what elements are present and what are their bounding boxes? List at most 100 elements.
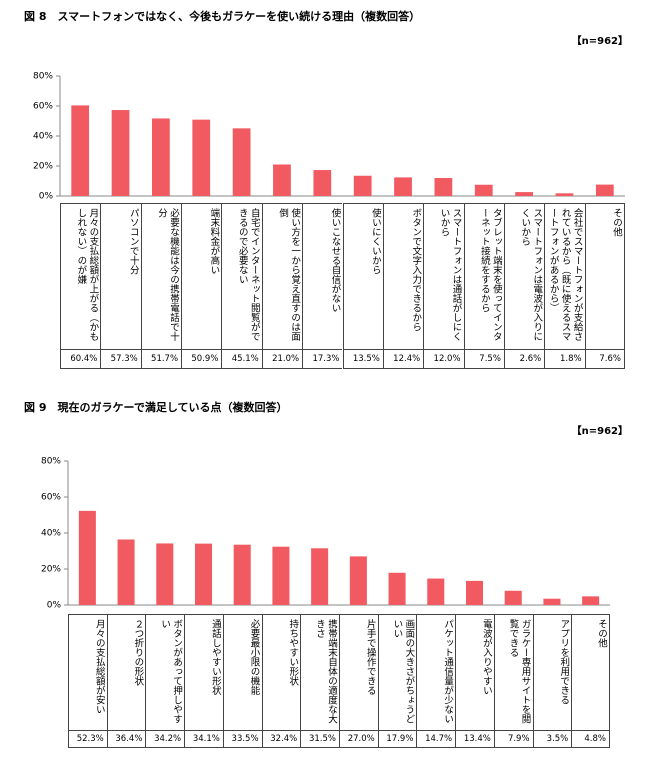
bar [313, 170, 332, 196]
category-label: 持ちやすい形状 [261, 614, 301, 731]
bar [111, 110, 130, 196]
value-label: 17.3% [302, 350, 343, 369]
bar [194, 543, 213, 605]
category-label: パケット通信量が少ない [416, 614, 456, 731]
bar [555, 193, 574, 196]
bar [233, 544, 251, 605]
category-label: 必要な機能は今の携帯電話で十分 [140, 203, 182, 350]
bar [311, 548, 329, 605]
category-label: 必要最小限の機能 [222, 614, 262, 731]
y-tick-label: 0% [39, 192, 54, 202]
value-label: 34.2% [145, 731, 185, 748]
chart-title: 図 9 現在のガラケーで満足している点（複数回答） [24, 401, 288, 414]
y-tick-label: 80% [33, 72, 53, 82]
value-label: 50.9% [181, 350, 222, 369]
bar [152, 118, 170, 196]
bar [78, 510, 96, 605]
value-label: 17.9% [377, 731, 417, 748]
bar [349, 556, 367, 605]
category-label: 使い方を一から覚え直すのは面倒 [261, 203, 303, 350]
value-label: 27.0% [339, 731, 378, 748]
value-label: 52.3% [68, 731, 107, 748]
value-label: 60.4% [60, 350, 101, 369]
y-tick-label: 40% [41, 529, 61, 539]
value-label: 1.8% [544, 350, 585, 369]
bar [434, 178, 453, 196]
category-label: ボタンで文字入力できるから [382, 203, 424, 350]
value-label: 32.4% [261, 731, 301, 748]
category-label: 通話しやすい形状 [184, 614, 223, 731]
value-label: 7.9% [493, 731, 533, 748]
category-label: アプリを利用できる [532, 614, 572, 731]
bar [232, 128, 251, 196]
category-label: 会社でスマートフォンが支給されているから（既に使えるスマートフォンがあるから） [544, 203, 585, 350]
y-tick-label: 40% [33, 132, 53, 142]
value-label: 2.6% [503, 350, 545, 369]
bar [582, 596, 600, 605]
value-label: 12.0% [423, 350, 464, 369]
bar [465, 580, 484, 605]
value-label: 45.1% [221, 350, 262, 369]
bar [595, 184, 614, 196]
category-label: 電波が入りやすい [455, 614, 494, 731]
y-tick-label: 60% [41, 493, 61, 503]
bar [504, 590, 522, 605]
bar [353, 175, 372, 196]
category-label: 片手で操作できる [339, 614, 378, 731]
bar [427, 578, 445, 605]
y-tick-label: 20% [41, 565, 61, 575]
value-label: 34.1% [184, 731, 223, 748]
category-label: ボタンがあって押しやすい [145, 614, 185, 731]
category-label: ガラケー専用サイトを閲覧できる [493, 614, 533, 731]
bar [156, 543, 174, 605]
bar [388, 572, 406, 605]
value-label: 4.8% [571, 731, 610, 748]
category-label: 携帯端末自体の適度な大きさ [300, 614, 339, 731]
category-label: 月々の支払総額が上がる（かもしれない）のが嫌 [60, 203, 101, 350]
value-label: 33.5% [222, 731, 262, 748]
value-label: 7.5% [463, 350, 504, 369]
value-label: 51.7% [140, 350, 182, 369]
category-label: スマートフォンは電波が入りにくいから [503, 203, 545, 350]
category-label: 月々の支払総額が安い [68, 614, 107, 731]
value-label: 3.5% [532, 731, 572, 748]
category-label: 自宅でインターネット閲覧ができるので必要ない [221, 203, 262, 350]
y-tick-label: 0% [47, 601, 62, 611]
category-label: ２つ折りの形状 [106, 614, 146, 731]
category-label: パソコンで十分 [100, 203, 141, 350]
category-label: 画面の大きさがちょうどいい [377, 614, 417, 731]
category-label: スマートフォンは通話がしにくいから [423, 203, 464, 350]
bar [192, 119, 211, 196]
value-label: 7.6% [584, 350, 625, 369]
category-label: 使いこなせる自信がない [302, 203, 343, 350]
value-label: 31.5% [300, 731, 339, 748]
value-label: 36.4% [106, 731, 146, 748]
bar [117, 539, 135, 605]
value-label: 14.7% [416, 731, 456, 748]
bar [543, 598, 561, 605]
category-label: タブレット端末を使ってインターネット接続をするから [463, 203, 504, 350]
y-tick-label: 60% [33, 102, 53, 112]
value-label: 13.4% [455, 731, 494, 748]
y-tick-label: 20% [33, 162, 53, 172]
category-label: 端末料金が高い [181, 203, 222, 350]
bar [515, 192, 533, 196]
value-label: 21.0% [261, 350, 303, 369]
sample-size: 【n=962】 [571, 36, 628, 47]
category-label: 使いにくいから [342, 203, 383, 350]
value-label: 57.3% [100, 350, 141, 369]
chart-title: 図 8 スマートフォンではなく、今後もガラケーを使い続ける理由（複数回答） [24, 10, 421, 23]
category-label: その他 [571, 614, 610, 731]
bar [71, 105, 90, 196]
sample-size: 【n=962】 [571, 426, 628, 437]
category-label: その他 [584, 203, 625, 350]
bar [394, 177, 412, 196]
y-tick-label: 80% [41, 457, 61, 467]
bar [272, 546, 290, 605]
bar [273, 164, 291, 196]
value-label: 13.5% [342, 350, 383, 369]
value-label: 12.4% [382, 350, 424, 369]
bar [474, 184, 493, 196]
